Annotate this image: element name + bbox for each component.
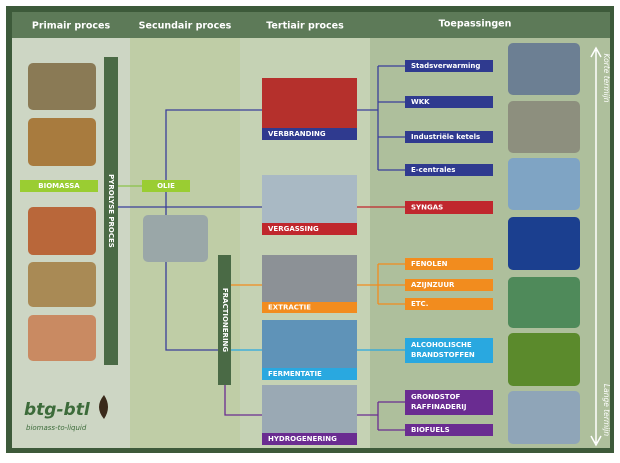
- process-label: FRACTIONERING: [221, 288, 229, 353]
- process-label: PYROLYSE PROCES: [107, 174, 115, 248]
- photo: [508, 43, 580, 95]
- application-label: Industriële ketels: [411, 133, 480, 141]
- application-label: ALCOHOLISCHE: [411, 341, 472, 349]
- diagram: Primair proces Secundair proces Tertiair…: [0, 0, 620, 459]
- application-label: E-centrales: [411, 166, 455, 174]
- application-label: ETC.: [411, 300, 428, 308]
- photo: [508, 277, 580, 328]
- photo: [28, 63, 96, 110]
- application-label: Stadsverwarming: [411, 62, 480, 70]
- process-label: EXTRACTIE: [268, 304, 311, 312]
- application-label: AZIJNZUUR: [411, 281, 455, 289]
- timeline-label: Korte termijn: [602, 53, 611, 102]
- application-label: BIOFUELS: [411, 426, 450, 434]
- application-label: SYNGAS: [411, 204, 443, 212]
- photo: [508, 101, 580, 153]
- application-label: BRANDSTOFFEN: [411, 351, 475, 359]
- photo: [28, 262, 96, 307]
- column-header: Toepassingen: [439, 19, 512, 30]
- logo: btg-btl: [24, 400, 91, 420]
- photo: [28, 207, 96, 255]
- input-label: BIOMASSA: [38, 182, 80, 190]
- application-label: FENOLEN: [411, 260, 448, 268]
- process-label: FERMENTATIE: [268, 370, 322, 378]
- process-label: HYDROGENERING: [268, 435, 337, 443]
- column-header: Secundair proces: [139, 21, 232, 32]
- process-label: VERGASSING: [268, 225, 319, 233]
- logo-tagline: biomass-to-liquid: [26, 424, 87, 432]
- photo: [28, 118, 96, 166]
- column-header: Primair proces: [32, 21, 111, 32]
- application-label: WKK: [411, 98, 430, 106]
- product-label: OLIE: [157, 182, 175, 190]
- application-label: RAFFINADERIJ: [411, 403, 466, 411]
- page: {"columns": ["Primair proces", "Secundai…: [0, 0, 620, 459]
- timeline-label: Lange termijn: [602, 384, 611, 436]
- photo: [28, 315, 96, 361]
- photo: [143, 215, 208, 262]
- application-label: GRONDSTOF: [411, 393, 461, 401]
- process-label: VERBRANDING: [268, 130, 326, 138]
- photo: [508, 217, 580, 270]
- photo: [508, 391, 580, 444]
- photo: [508, 333, 580, 386]
- photo: [508, 158, 580, 210]
- column-header: Tertiair proces: [266, 21, 344, 32]
